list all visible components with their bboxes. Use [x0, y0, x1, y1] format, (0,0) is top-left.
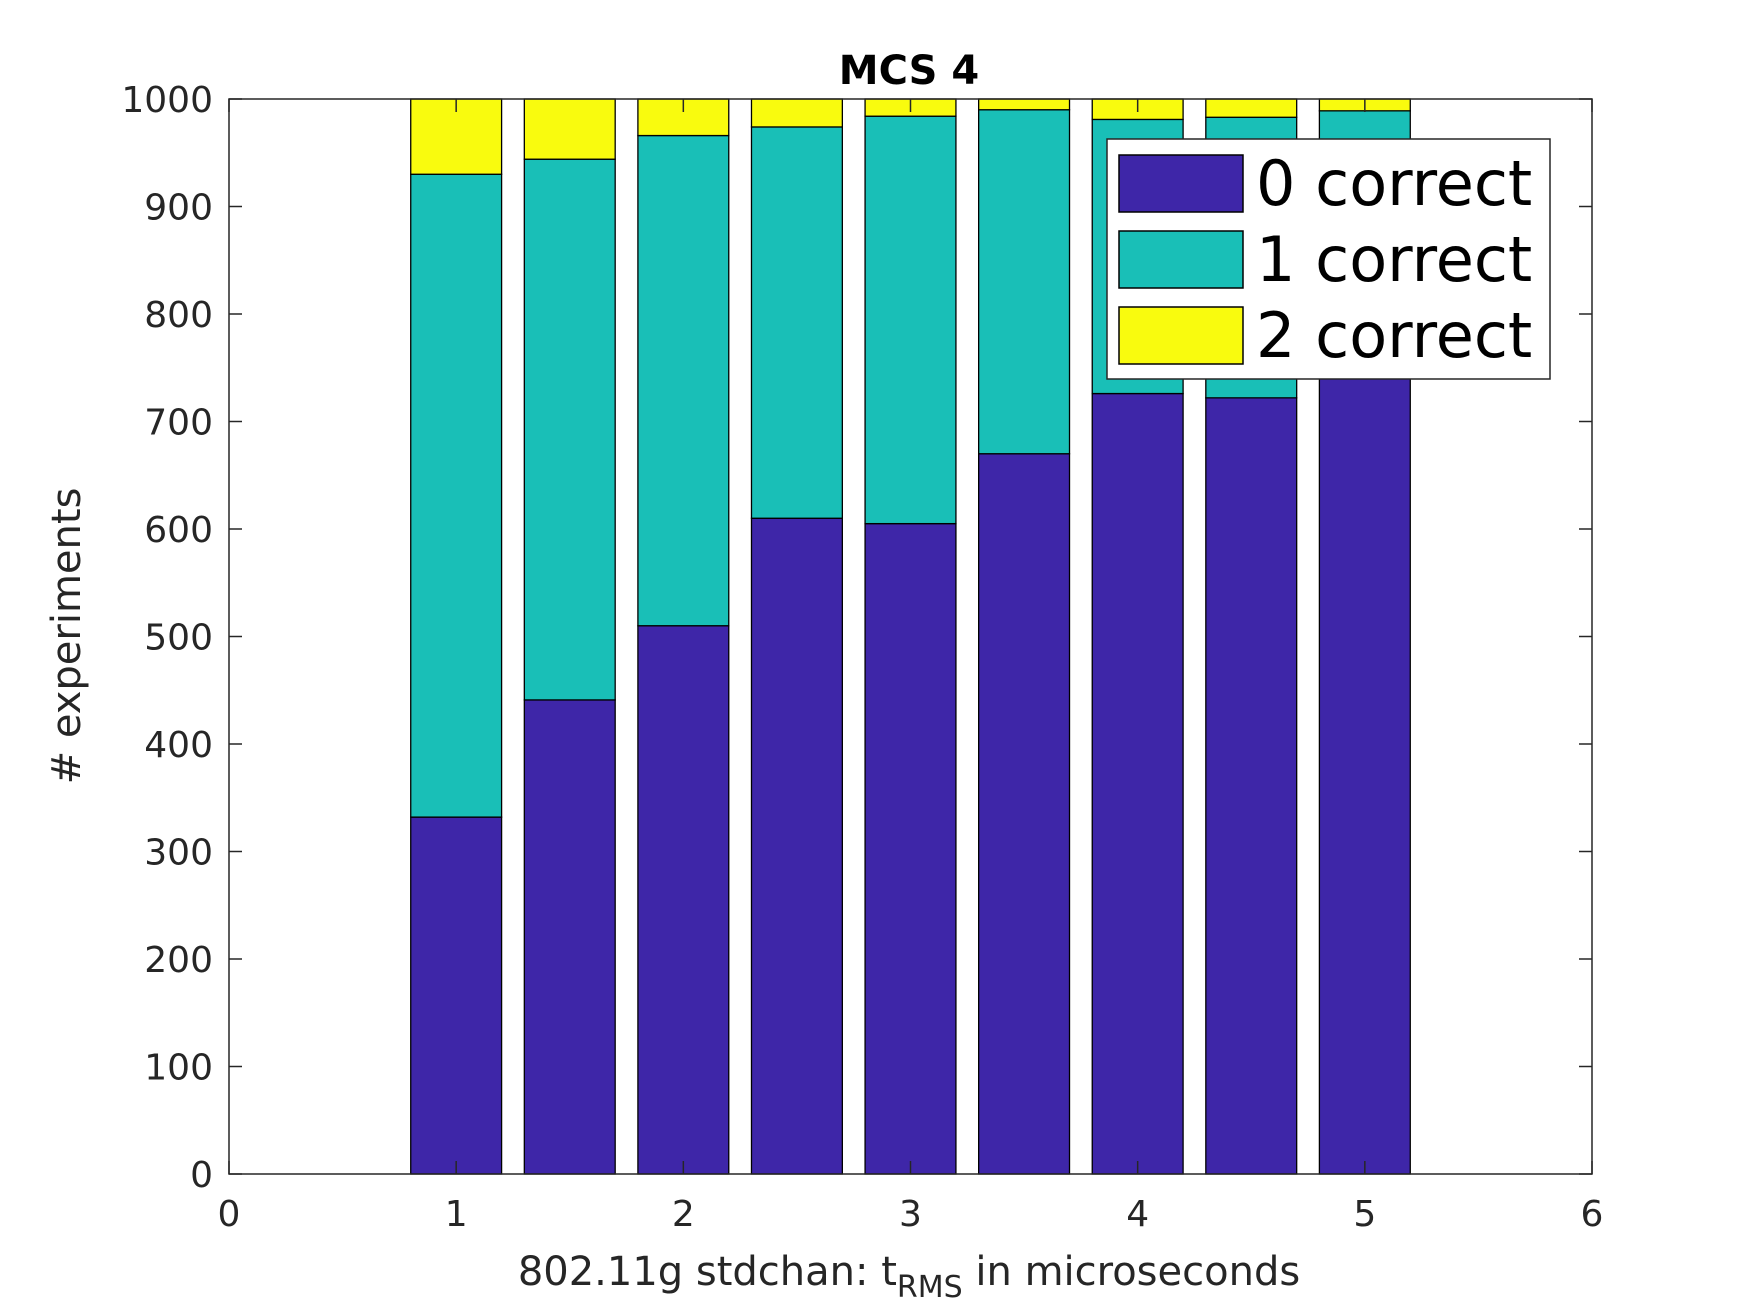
bar-segment-2-3	[750, 98, 844, 128]
chart-title: MCS 4	[839, 48, 979, 94]
bar-segment-2-1	[523, 98, 616, 160]
legend-swatch-1	[1118, 230, 1244, 289]
legend-swatch-0	[1118, 154, 1244, 213]
bar-segment-0-6	[1091, 392, 1184, 1175]
y-tick-label: 500	[144, 618, 213, 659]
legend-label-1: 1 correct	[1256, 223, 1532, 296]
x-tick-label: 6	[1581, 1194, 1604, 1235]
y-tick-label: 900	[144, 188, 213, 229]
bar-segment-2-5	[978, 98, 1071, 111]
x-tick-label: 0	[218, 1194, 241, 1235]
bar-segment-0-2	[637, 625, 730, 1175]
x-tick-label: 2	[672, 1194, 695, 1235]
x-axis-label-suffix: in microseconds	[963, 1249, 1301, 1295]
bar-segment-0-4	[864, 522, 957, 1175]
x-tick-label: 1	[445, 1194, 468, 1235]
bar-segment-0-8	[1318, 376, 1411, 1175]
bar-segment-0-3	[750, 517, 844, 1175]
bar-segment-1-4	[864, 115, 957, 525]
bar-segment-0-5	[978, 453, 1071, 1175]
x-axis-label-subscript: RMS	[897, 1270, 963, 1305]
y-tick-label: 0	[190, 1155, 213, 1196]
bar-segment-1-5	[978, 109, 1071, 455]
bar-segment-0-0	[410, 816, 503, 1175]
y-tick-label: 200	[144, 940, 213, 981]
x-axis-label: 802.11g stdchan: tRMS in microseconds	[518, 1249, 1300, 1305]
bar-segment-1-0	[410, 173, 503, 818]
legend-swatch-2	[1118, 306, 1244, 365]
y-tick-label: 700	[144, 403, 213, 444]
x-tick-label: 3	[899, 1194, 922, 1235]
y-tick-label: 600	[144, 510, 213, 551]
legend-label-0: 0 correct	[1256, 147, 1532, 220]
x-tick-label: 4	[1126, 1194, 1149, 1235]
bar-segment-1-1	[523, 158, 616, 701]
plot-frame	[228, 98, 1593, 1175]
y-tick-label: 1000	[121, 80, 213, 121]
x-axis-label-prefix: 802.11g stdchan: t	[518, 1249, 897, 1295]
x-tick-label: 5	[1353, 1194, 1376, 1235]
y-axis-label: # experiments	[44, 488, 90, 785]
y-tick-label: 400	[144, 725, 213, 766]
bar-segment-0-7	[1205, 397, 1298, 1175]
y-tick-label: 800	[144, 295, 213, 336]
bar-segment-2-7	[1205, 98, 1298, 118]
y-tick-label: 300	[144, 833, 213, 874]
legend-label-2: 2 correct	[1256, 299, 1532, 372]
bar-segment-1-2	[637, 134, 730, 627]
y-tick-label: 100	[144, 1048, 213, 1089]
bar-segment-1-3	[750, 126, 844, 519]
bar-segment-0-1	[523, 699, 616, 1175]
